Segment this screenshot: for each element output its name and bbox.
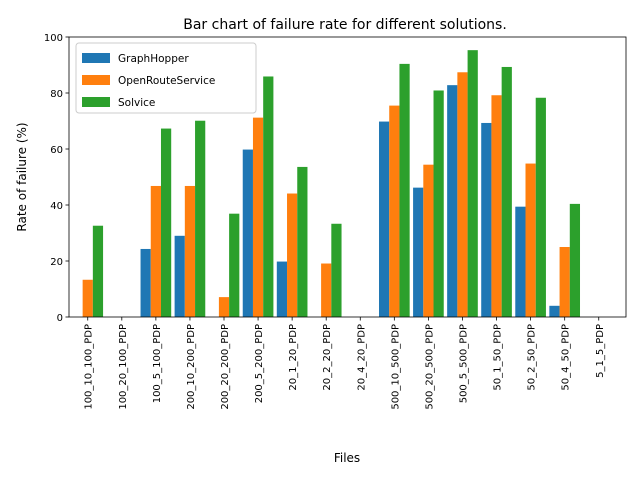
legend-label-graphhopper: GraphHopper xyxy=(118,53,189,65)
bar-graphhopper-10 xyxy=(413,187,424,317)
bar-solvice-14 xyxy=(569,203,581,317)
x-tick-label: 100_5_100_PDP xyxy=(152,324,163,403)
x-axis-label: Files xyxy=(334,451,360,465)
bar-openrouteservice-0 xyxy=(82,279,93,317)
legend-swatch-solvice xyxy=(82,97,110,107)
legend-swatch-openrouteservice xyxy=(82,75,110,85)
x-tick-label: 50_4_50_PDP xyxy=(561,324,572,391)
plot-frame xyxy=(68,36,627,318)
bar-solvice-2 xyxy=(160,128,172,317)
x-tick-label: 500_20_500_PDP xyxy=(424,324,435,410)
bar-graphhopper-5 xyxy=(242,149,253,317)
bar-solvice-5 xyxy=(263,76,274,317)
x-tick-label: 20_4_20_PDP xyxy=(356,324,367,391)
bar-openrouteservice-12 xyxy=(491,95,502,318)
bar-solvice-4 xyxy=(229,213,240,317)
bar-openrouteservice-7 xyxy=(321,263,332,317)
legend-swatch-graphhopper xyxy=(82,53,110,63)
bar-openrouteservice-11 xyxy=(457,72,468,317)
bar-solvice-13 xyxy=(535,97,546,317)
bar-openrouteservice-2 xyxy=(150,185,161,317)
bar-graphhopper-6 xyxy=(276,261,288,317)
bar-graphhopper-3 xyxy=(174,235,185,317)
legend: GraphHopper OpenRouteService Solvice xyxy=(75,42,257,114)
x-tick-label: 500_5_500_PDP xyxy=(458,324,469,403)
bar-solvice-0 xyxy=(92,225,104,317)
bar-graphhopper-12 xyxy=(481,122,492,318)
bar-solvice-7 xyxy=(331,223,342,317)
x-tick-label: 50_1_50_PDP xyxy=(493,324,504,391)
x-tick-label: 20_1_20_PDP xyxy=(288,324,299,391)
chart-title: Bar chart of failure rate for different … xyxy=(183,17,507,33)
legend-label-solvice: Solvice xyxy=(118,97,155,109)
bar-openrouteservice-4 xyxy=(218,297,230,317)
bar-openrouteservice-5 xyxy=(252,117,264,317)
x-tick-label: 100_10_100_PDP xyxy=(84,324,95,410)
legend-box xyxy=(75,42,257,114)
bar-solvice-3 xyxy=(195,120,206,317)
bar-solvice-9 xyxy=(399,63,410,317)
bar-graphhopper-9 xyxy=(379,121,390,317)
bar-solvice-10 xyxy=(433,90,444,317)
bar-openrouteservice-13 xyxy=(525,163,536,317)
bar-openrouteservice-9 xyxy=(389,105,400,317)
bar-solvice-6 xyxy=(297,166,308,317)
y-tick-label: 100 xyxy=(44,33,63,44)
legend-label-openrouteservice: OpenRouteService xyxy=(118,75,215,87)
y-tick-label: 0 xyxy=(57,313,63,324)
bar-graphhopper-2 xyxy=(140,248,151,317)
x-tick-label: 200_10_200_PDP xyxy=(186,324,197,410)
bar-solvice-12 xyxy=(501,66,512,318)
bar-graphhopper-13 xyxy=(515,206,526,317)
bar-openrouteservice-10 xyxy=(423,164,434,317)
x-tick-label: 200_20_200_PDP xyxy=(220,324,231,410)
bar-openrouteservice-3 xyxy=(184,185,196,317)
y-tick-label: 80 xyxy=(50,89,63,100)
x-tick-label: 20_2_20_PDP xyxy=(322,324,333,391)
plot-area: 0 20 40 60 80 100 100_10_100_PDP 100_20_100_PDP… xyxy=(44,33,627,410)
x-tick-label: 5_1_5_PDP xyxy=(595,324,606,378)
y-tick-label: 60 xyxy=(50,145,63,156)
x-tick-label: 50_2_50_PDP xyxy=(527,324,538,391)
bar-openrouteservice-6 xyxy=(287,193,298,317)
x-tick-label: 100_20_100_PDP xyxy=(118,324,129,410)
bar-openrouteservice-14 xyxy=(559,247,570,317)
y-tick-label: 40 xyxy=(50,201,63,212)
bar-graphhopper-11 xyxy=(447,85,458,317)
x-tick-label: 200_5_200_PDP xyxy=(254,324,265,403)
bar-graphhopper-14 xyxy=(549,305,560,317)
x-tick-label: 500_10_500_PDP xyxy=(390,324,401,410)
y-axis-label: Rate of failure (%) xyxy=(15,122,29,231)
y-tick-label: 20 xyxy=(50,257,63,268)
bar-solvice-11 xyxy=(467,50,478,317)
